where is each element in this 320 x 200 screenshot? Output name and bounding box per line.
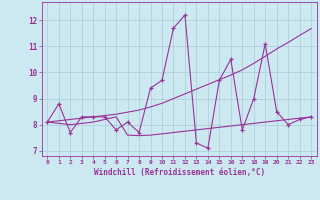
X-axis label: Windchill (Refroidissement éolien,°C): Windchill (Refroidissement éolien,°C) bbox=[94, 168, 265, 177]
